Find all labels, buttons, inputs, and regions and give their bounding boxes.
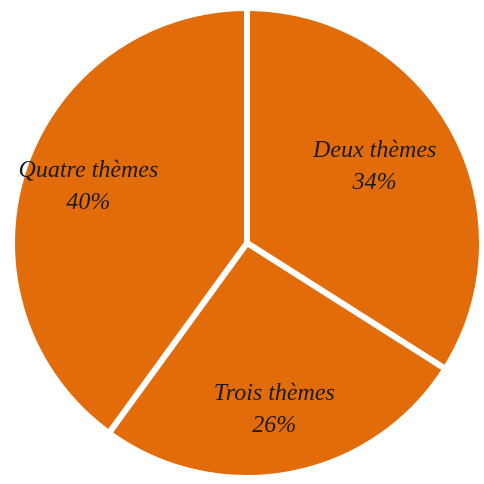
pie-slices <box>9 4 484 481</box>
slice-label-trois-themes: Trois thèmes <box>214 380 335 406</box>
slice-value-deux-themes: 34% <box>352 169 397 195</box>
slice-value-quatre-themes: 40% <box>66 189 110 215</box>
slice-label-quatre-themes: Quatre thèmes <box>19 157 159 183</box>
pie-slice-trois-themes <box>104 238 450 481</box>
pie-labels: Deux thèmes 34% Trois thèmes 26% Quatre thèm… <box>19 137 437 438</box>
slice-label-deux-themes: Deux thèmes <box>312 137 436 163</box>
slice-value-trois-themes: 26% <box>252 412 296 438</box>
pie-slice-quatre-themes <box>9 4 250 438</box>
